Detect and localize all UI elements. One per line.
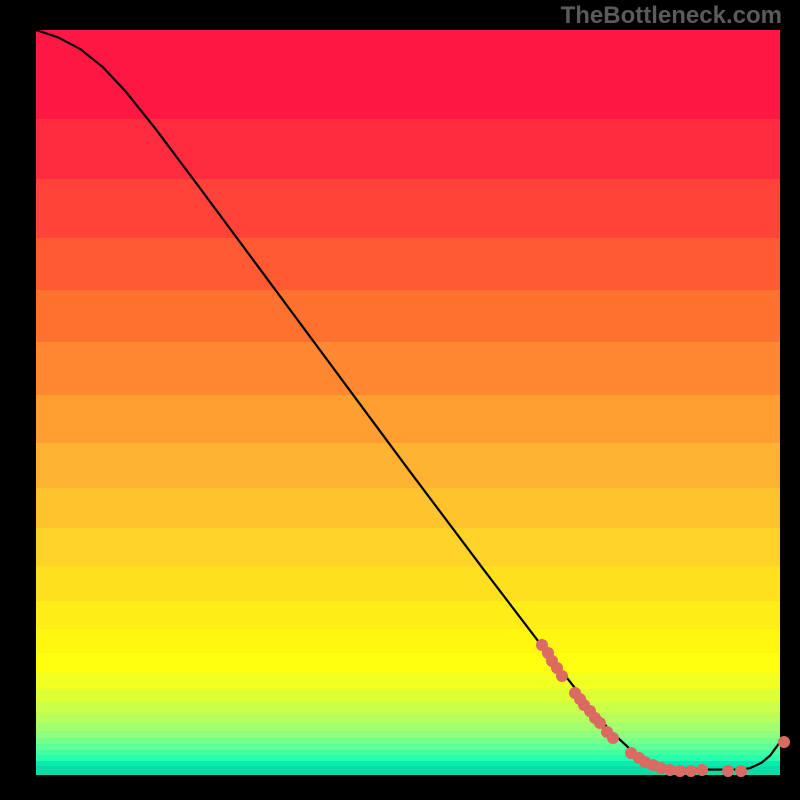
curve-layer [36,30,780,774]
plot-area [36,30,780,774]
main-curve [36,30,780,770]
data-point-marker [607,732,619,744]
data-point-marker [778,736,790,748]
data-point-marker [685,765,697,777]
attribution-label: TheBottleneck.com [561,2,782,30]
chart-stage: TheBottleneck.com [0,0,800,800]
data-point-marker [696,764,708,776]
data-point-marker [735,765,747,777]
data-point-marker [556,670,568,682]
data-point-marker [722,765,734,777]
